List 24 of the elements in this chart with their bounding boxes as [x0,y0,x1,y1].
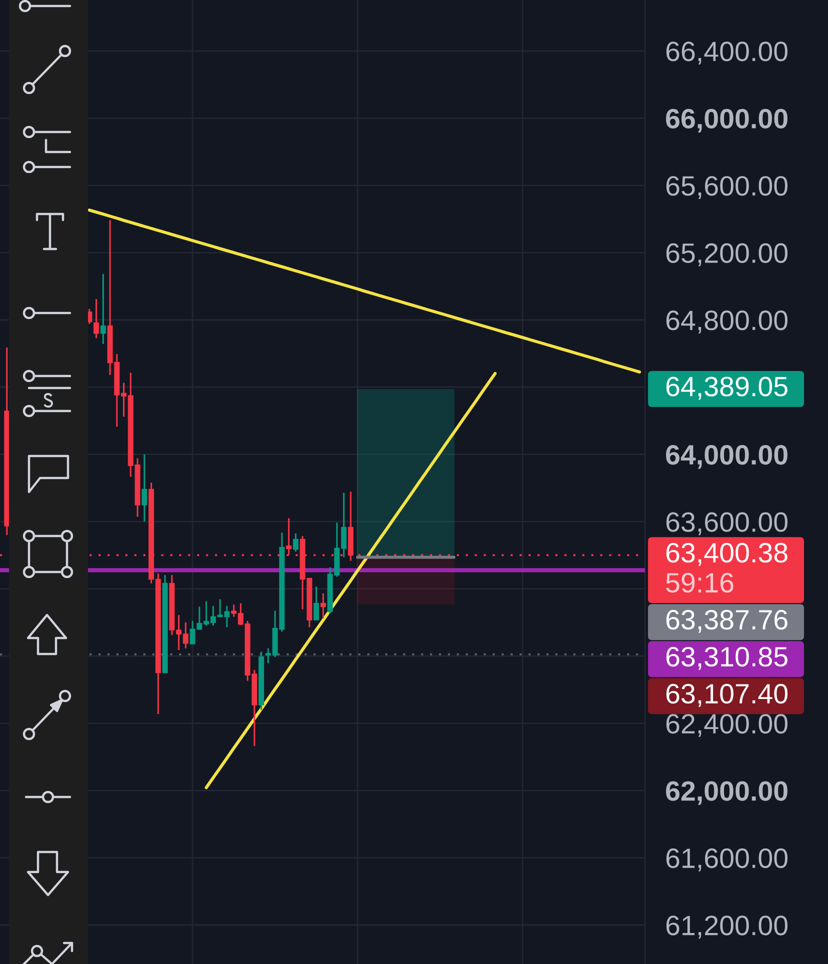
y-tick-label: 61,200.00 [666,916,788,939]
line-series [204,372,497,790]
ref-line-label: 63,400.38 59:16 [666,542,788,593]
y-tick-label: 66,000.00 [666,108,788,133]
candlestick [94,298,100,339]
y-tick-label: 65,200.00 [666,243,788,266]
y-tick-label: 64,000.00 [666,445,788,469]
candlestick [320,592,326,619]
line-series [88,208,642,374]
text: 63,387.76 [666,610,788,633]
y-tick-label: 61,600.00 [666,848,788,872]
y-tick-label: 62,000.00 [666,781,788,805]
candlestick [292,532,298,552]
y-tick-label: 62,400.00 [666,714,788,737]
y-tick-label: 63,600.00 [666,512,788,536]
text: 63,107.40 [666,684,788,707]
candlestick [100,273,106,345]
candlestick [314,586,320,621]
candlestick [142,454,148,522]
ref-line-label: 63,310.85 [666,646,788,670]
y-tick-label: 64,800.00 [666,310,788,334]
text: 64,389.05 [666,376,788,400]
y-tick-label: 66,400.00 [666,42,788,65]
y-tick-label: 65,600.00 [666,176,788,200]
